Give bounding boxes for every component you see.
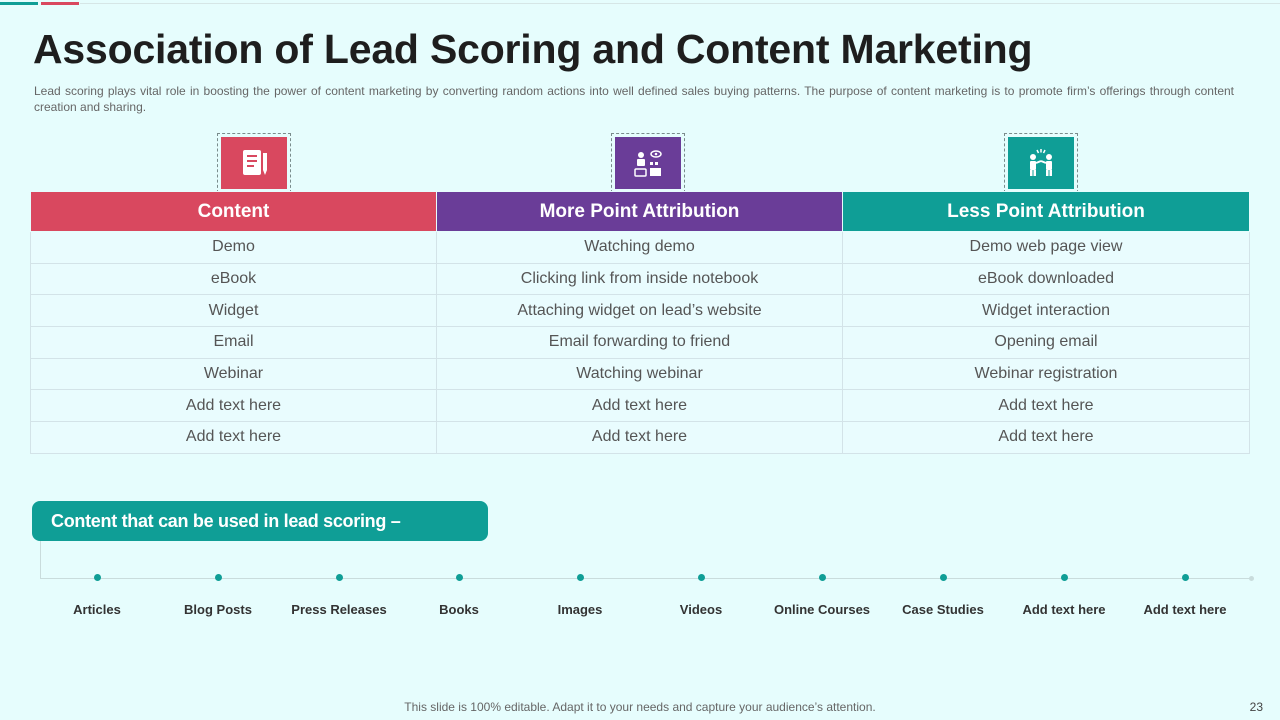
content-icon-box [217,133,291,193]
table-cell: Opening email [842,326,1250,359]
timeline-dot [939,574,947,581]
more-point-icon-box [611,133,685,193]
table-cell: Watching demo [436,231,843,264]
timeline-label: Add text here [1143,602,1227,617]
slide-footer: This slide is 100% editable. Adapt it to… [404,700,876,714]
page-number: 23 [1249,700,1263,714]
top-accent-bar [0,0,1280,6]
timeline-item: Blog Posts [158,574,278,617]
table-cell: Widget [30,294,437,328]
table-cell: Add text here [842,389,1250,423]
table-cell: Add text here [842,421,1250,454]
header-more-point: More Point Attribution [436,191,843,232]
table-row: Add text here Add text here Add text her… [30,421,1250,454]
table-row: eBook Clicking link from inside notebook… [30,262,1250,296]
table-cell: Webinar [30,357,437,391]
accent-segment-teal [0,2,38,5]
slide-subtitle: Lead scoring plays vital role in boostin… [34,84,1234,114]
timeline-label: Add text here [1022,602,1106,617]
table-cell: Add text here [436,389,843,423]
timeline-dot [214,574,222,581]
timeline-title-pill: Content that can be used in lead scoring… [32,501,488,541]
table-cell: Demo [30,231,437,264]
less-point-icon-box [1004,133,1078,193]
table-cell: Clicking link from inside notebook [436,262,843,296]
table-cell: Demo web page view [842,231,1250,264]
timeline-item: Add text here [1004,574,1124,617]
timeline-label: Videos [679,602,723,617]
table-cell: Add text here [436,421,843,454]
timeline-item: Online Courses [762,574,882,617]
timeline-dot [335,574,343,581]
timeline-item: Books [399,574,519,617]
timeline-dot [1060,574,1068,581]
timeline-dot [818,574,826,581]
timeline-item: Case Studies [883,574,1003,617]
table-cell: eBook [30,262,437,296]
timeline-label: Online Courses [773,602,871,617]
timeline-stem [40,541,41,579]
table-cell: Webinar registration [842,357,1250,391]
table-row: Webinar Watching webinar Webinar registr… [30,357,1250,391]
timeline-item: Add text here [1125,574,1245,617]
table-cell: Add text here [30,421,437,454]
timeline-label: Images [557,602,603,617]
timeline-label: Press Releases [291,602,387,617]
timeline-end-dot [1249,576,1254,581]
table-cell: eBook downloaded [842,262,1250,296]
document-pen-icon [243,150,267,175]
accent-segment-red [41,2,79,5]
timeline-dot [576,574,584,581]
timeline-item: Press Releases [279,574,399,617]
table-cell: Watching webinar [436,357,843,391]
timeline-item: Videos [641,574,761,617]
timeline-dot [697,574,705,581]
content-creation-icon [634,150,662,177]
timeline-item: Images [520,574,640,617]
table-row: Email Email forwarding to friend Opening… [30,326,1250,359]
table-cell: Email [30,326,437,359]
table-header-row: Content More Point Attribution Less Poin… [30,191,1250,232]
timeline-label: Blog Posts [184,602,252,617]
people-interaction-icon [1030,149,1052,176]
timeline-label: Case Studies [902,602,984,617]
table-row: Demo Watching demo Demo web page view [30,231,1250,264]
slide-title: Association of Lead Scoring and Content … [33,26,1033,72]
timeline-item: Articles [37,574,157,617]
header-less-point: Less Point Attribution [842,191,1250,232]
table-cell: Email forwarding to friend [436,326,843,359]
timeline-label: Articles [73,602,121,617]
timeline-dot [1181,574,1189,581]
table-row: Add text here Add text here Add text her… [30,389,1250,423]
timeline-line [40,578,1252,579]
table-cell: Attaching widget on lead’s website [436,294,843,328]
header-content: Content [30,191,437,232]
table-row: Widget Attaching widget on lead’s websit… [30,294,1250,328]
timeline-dot [455,574,463,581]
timeline-dot [93,574,101,581]
table-cell: Add text here [30,389,437,423]
lead-scoring-table: Content More Point Attribution Less Poin… [30,191,1250,454]
table-cell: Widget interaction [842,294,1250,328]
timeline-label: Books [439,602,479,617]
accent-line [80,3,1280,4]
